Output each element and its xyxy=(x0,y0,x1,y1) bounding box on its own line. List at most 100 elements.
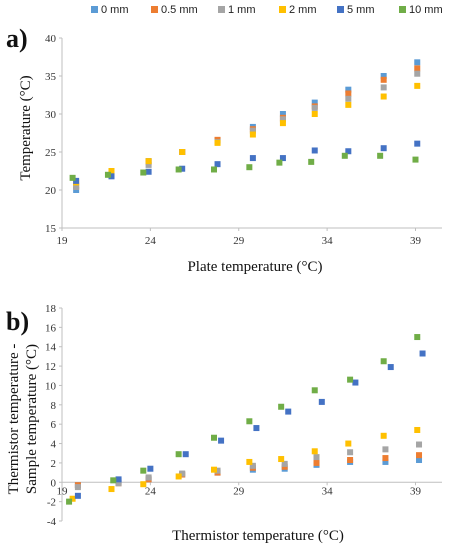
data-point xyxy=(104,171,111,178)
data-point xyxy=(308,158,315,165)
panel-label-b: b) xyxy=(6,307,29,336)
legend-label: 0.5 mm xyxy=(161,4,198,16)
data-point xyxy=(416,452,423,459)
data-point xyxy=(69,495,76,502)
legend-swatch xyxy=(337,6,344,13)
data-point xyxy=(115,480,122,487)
plot-area-a: 15 20 25 30 35 40 19 24 29 34 39 xyxy=(45,33,442,247)
legend-label: 0 mm xyxy=(101,4,129,16)
y-tick-label: 8 xyxy=(51,400,57,412)
data-point xyxy=(211,434,217,441)
data-point xyxy=(311,147,318,154)
series-2-mm xyxy=(69,426,421,502)
chart-panel-b: b) Thermistor temperature - Sample tempe… xyxy=(6,303,442,544)
data-point xyxy=(380,84,387,91)
data-point xyxy=(311,99,318,106)
data-point xyxy=(279,111,286,117)
data-point xyxy=(279,155,286,162)
series-10-mm xyxy=(66,334,421,505)
data-point xyxy=(145,474,152,481)
data-point xyxy=(416,441,423,448)
y-axis-title-b-line2: Sample temperature (°C) xyxy=(24,344,40,494)
data-point xyxy=(318,398,325,405)
legend-label: 10 mm xyxy=(409,4,443,16)
data-point xyxy=(74,492,81,499)
data-point xyxy=(179,149,186,155)
x-tick-label: 24 xyxy=(145,485,157,497)
data-point xyxy=(345,148,352,155)
data-point xyxy=(414,70,421,77)
data-point xyxy=(108,168,115,174)
y-tick-label: 20 xyxy=(45,185,57,197)
data-point xyxy=(175,451,182,458)
data-point xyxy=(313,459,320,466)
data-point xyxy=(108,173,115,180)
data-point xyxy=(414,426,421,433)
data-point xyxy=(145,168,152,175)
data-point xyxy=(278,403,285,410)
data-point xyxy=(380,73,387,79)
data-point xyxy=(66,498,73,505)
y-tick-label: 6 xyxy=(51,419,57,431)
legend: 0 mm 0.5 mm 1 mm 2 mm 5 mm 10 mm xyxy=(91,4,443,16)
x-tick-label: 19 xyxy=(57,235,69,247)
data-point xyxy=(279,120,286,127)
y-tick-label: 2 xyxy=(51,458,57,470)
data-point xyxy=(345,95,352,102)
y-axis-title-a: Temperature (°C) xyxy=(18,75,34,180)
x-tick-label: 39 xyxy=(410,485,422,497)
data-point xyxy=(281,460,288,467)
data-point xyxy=(175,473,182,480)
y-tick-label: 35 xyxy=(45,71,57,83)
data-point xyxy=(211,166,217,173)
y-tick-label: 10 xyxy=(45,380,57,392)
data-point xyxy=(253,425,260,432)
data-point xyxy=(249,127,256,134)
data-point xyxy=(345,440,352,447)
series-5-mm xyxy=(73,140,421,184)
data-point xyxy=(218,437,225,444)
data-point xyxy=(347,376,354,383)
data-point xyxy=(279,116,286,123)
y-tick-label: 25 xyxy=(45,147,57,159)
data-point xyxy=(382,455,389,462)
panel-label-a: a) xyxy=(6,24,28,53)
series-0-5-mm xyxy=(73,65,421,190)
data-point xyxy=(115,476,122,483)
data-point xyxy=(147,465,154,472)
legend-swatch xyxy=(151,6,158,13)
data-point xyxy=(285,408,292,415)
data-point xyxy=(380,358,387,365)
data-point xyxy=(345,101,352,108)
y-tick-label: 16 xyxy=(45,322,57,334)
data-point xyxy=(145,161,152,168)
legend-swatch xyxy=(399,6,406,13)
data-point xyxy=(341,152,348,159)
data-point xyxy=(73,177,80,184)
data-point xyxy=(347,457,354,464)
data-point xyxy=(110,477,117,484)
series-0-5-mm xyxy=(74,452,423,489)
series-5-mm xyxy=(74,350,426,499)
x-tick-label: 19 xyxy=(57,485,69,497)
series-1-mm xyxy=(74,441,423,491)
x-tick-label: 34 xyxy=(322,485,334,497)
data-point xyxy=(179,165,186,172)
data-point xyxy=(74,484,81,491)
legend-swatch xyxy=(218,6,225,13)
y-tick-label: 4 xyxy=(51,439,57,451)
series-0-mm xyxy=(73,59,421,193)
data-point xyxy=(311,448,318,455)
data-point xyxy=(175,166,182,173)
legend-label: 5 mm xyxy=(347,4,375,16)
x-tick-label: 29 xyxy=(233,235,245,247)
data-point xyxy=(182,451,189,458)
chart-panel-a: a) Temperature (°C) Plate temperature (°… xyxy=(6,24,442,275)
data-point xyxy=(416,457,423,464)
data-point xyxy=(311,104,318,111)
data-point xyxy=(73,187,80,193)
data-point xyxy=(249,131,256,138)
data-point xyxy=(380,145,387,152)
data-point xyxy=(414,82,421,89)
